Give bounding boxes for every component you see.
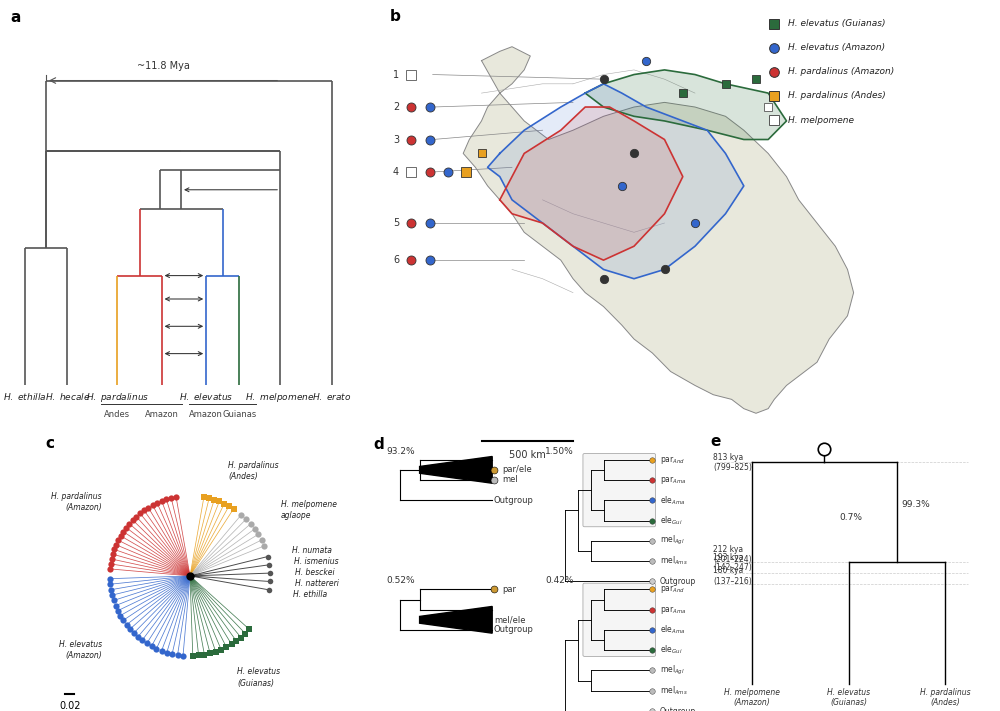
Text: $H.$ $pardalinus$: $H.$ $pardalinus$ — [86, 390, 149, 404]
Text: 1: 1 — [393, 70, 399, 80]
Text: Outgroup: Outgroup — [494, 626, 534, 634]
Text: mel$_{Agl}$: mel$_{Agl}$ — [660, 664, 685, 677]
Text: Amazon: Amazon — [189, 410, 223, 419]
Text: ele$_{Ama}$: ele$_{Ama}$ — [660, 494, 685, 506]
Polygon shape — [420, 606, 492, 634]
Text: a: a — [10, 10, 20, 25]
Text: mel/ele: mel/ele — [494, 615, 525, 624]
Text: 6: 6 — [393, 255, 399, 265]
Text: ele$_{Gui}$: ele$_{Gui}$ — [660, 644, 682, 656]
Text: Outgroup: Outgroup — [660, 707, 696, 711]
Text: 0.7%: 0.7% — [839, 513, 862, 523]
Text: ele$_{Gui}$: ele$_{Gui}$ — [660, 514, 682, 527]
Text: c: c — [45, 436, 54, 451]
Text: par: par — [502, 585, 516, 594]
Text: H. elevatus
(Guianas): H. elevatus (Guianas) — [237, 668, 280, 688]
Text: 1.50%: 1.50% — [545, 447, 574, 456]
Text: H. nattereri: H. nattereri — [295, 579, 339, 588]
Text: par/ele: par/ele — [502, 466, 532, 474]
Text: H. pardalinus
(Andes): H. pardalinus (Andes) — [920, 688, 971, 707]
Text: 0.52%: 0.52% — [387, 577, 415, 585]
Text: 5: 5 — [393, 218, 399, 228]
Text: mel: mel — [502, 476, 518, 484]
Text: ~11.8 Mya: ~11.8 Mya — [137, 60, 190, 71]
Text: b: b — [390, 9, 401, 24]
Text: Guianas: Guianas — [222, 410, 257, 419]
Text: par$_{And}$: par$_{And}$ — [660, 584, 685, 595]
Text: H. elevatus
(Guianas): H. elevatus (Guianas) — [827, 688, 870, 707]
Text: Outgroup: Outgroup — [660, 577, 696, 586]
Text: H. elevatus (Amazon): H. elevatus (Amazon) — [788, 43, 885, 52]
Text: 0.02: 0.02 — [59, 701, 81, 711]
Text: d: d — [373, 437, 384, 452]
Text: H. ethilla: H. ethilla — [293, 589, 328, 599]
FancyBboxPatch shape — [583, 583, 656, 656]
Text: $H.$ $elevatus$: $H.$ $elevatus$ — [179, 390, 233, 402]
Text: 93.2%: 93.2% — [387, 447, 415, 456]
Text: 500 km: 500 km — [509, 450, 546, 461]
Text: H. besckei: H. besckei — [295, 568, 335, 577]
Text: mel$_{Ams}$: mel$_{Ams}$ — [660, 685, 688, 697]
Text: H. pardalinus (Andes): H. pardalinus (Andes) — [788, 92, 885, 100]
Text: 0.42%: 0.42% — [545, 577, 574, 585]
Text: 193 kya
(142–247): 193 kya (142–247) — [713, 552, 752, 572]
Text: 3: 3 — [393, 134, 399, 144]
Polygon shape — [585, 70, 786, 139]
Text: H. elevatus (Guianas): H. elevatus (Guianas) — [788, 19, 885, 28]
Text: 2: 2 — [393, 102, 399, 112]
Text: ele$_{Ama}$: ele$_{Ama}$ — [660, 624, 685, 636]
Text: 99.3%: 99.3% — [902, 500, 930, 509]
Polygon shape — [420, 456, 492, 483]
Text: par$_{Ama}$: par$_{Ama}$ — [660, 474, 686, 486]
FancyBboxPatch shape — [583, 454, 656, 527]
Text: Amazon: Amazon — [145, 410, 179, 419]
Text: par$_{And}$: par$_{And}$ — [660, 454, 685, 466]
Text: H. pardalinus (Amazon): H. pardalinus (Amazon) — [788, 68, 894, 76]
Text: mel$_{Ams}$: mel$_{Ams}$ — [660, 555, 688, 567]
Text: H. elevatus
(Amazon): H. elevatus (Amazon) — [59, 640, 102, 660]
Text: H. pardalinus
(Andes): H. pardalinus (Andes) — [228, 461, 279, 481]
Text: $H.$ $melpomene$: $H.$ $melpomene$ — [245, 390, 315, 404]
Text: $H.$ $hecale$: $H.$ $hecale$ — [45, 390, 90, 402]
Text: Andes: Andes — [104, 410, 130, 419]
Text: H. melpomene: H. melpomene — [788, 115, 854, 124]
Polygon shape — [500, 107, 683, 260]
Text: $H.$ $ethilla$: $H.$ $ethilla$ — [3, 390, 47, 402]
Polygon shape — [488, 84, 744, 279]
Text: 813 kya
(799–825): 813 kya (799–825) — [713, 453, 752, 472]
Text: H. pardalinus
(Amazon): H. pardalinus (Amazon) — [51, 492, 102, 512]
Polygon shape — [463, 47, 854, 413]
Text: $H.$ $erato$: $H.$ $erato$ — [312, 390, 352, 402]
Text: 4: 4 — [393, 167, 399, 177]
Text: H. melpomene
aglaope: H. melpomene aglaope — [281, 500, 337, 520]
Text: H. numata: H. numata — [292, 546, 332, 555]
Text: H. ismenius: H. ismenius — [294, 557, 339, 566]
Text: par$_{Ama}$: par$_{Ama}$ — [660, 604, 686, 616]
Text: 180 kya
(137–216): 180 kya (137–216) — [713, 566, 752, 586]
Text: e: e — [710, 434, 720, 449]
Text: Outgroup: Outgroup — [494, 496, 534, 505]
Text: 212 kya
(201–224): 212 kya (201–224) — [713, 545, 752, 564]
Text: mel$_{Agl}$: mel$_{Agl}$ — [660, 534, 685, 547]
Text: H. melpomene
(Amazon): H. melpomene (Amazon) — [724, 688, 780, 707]
